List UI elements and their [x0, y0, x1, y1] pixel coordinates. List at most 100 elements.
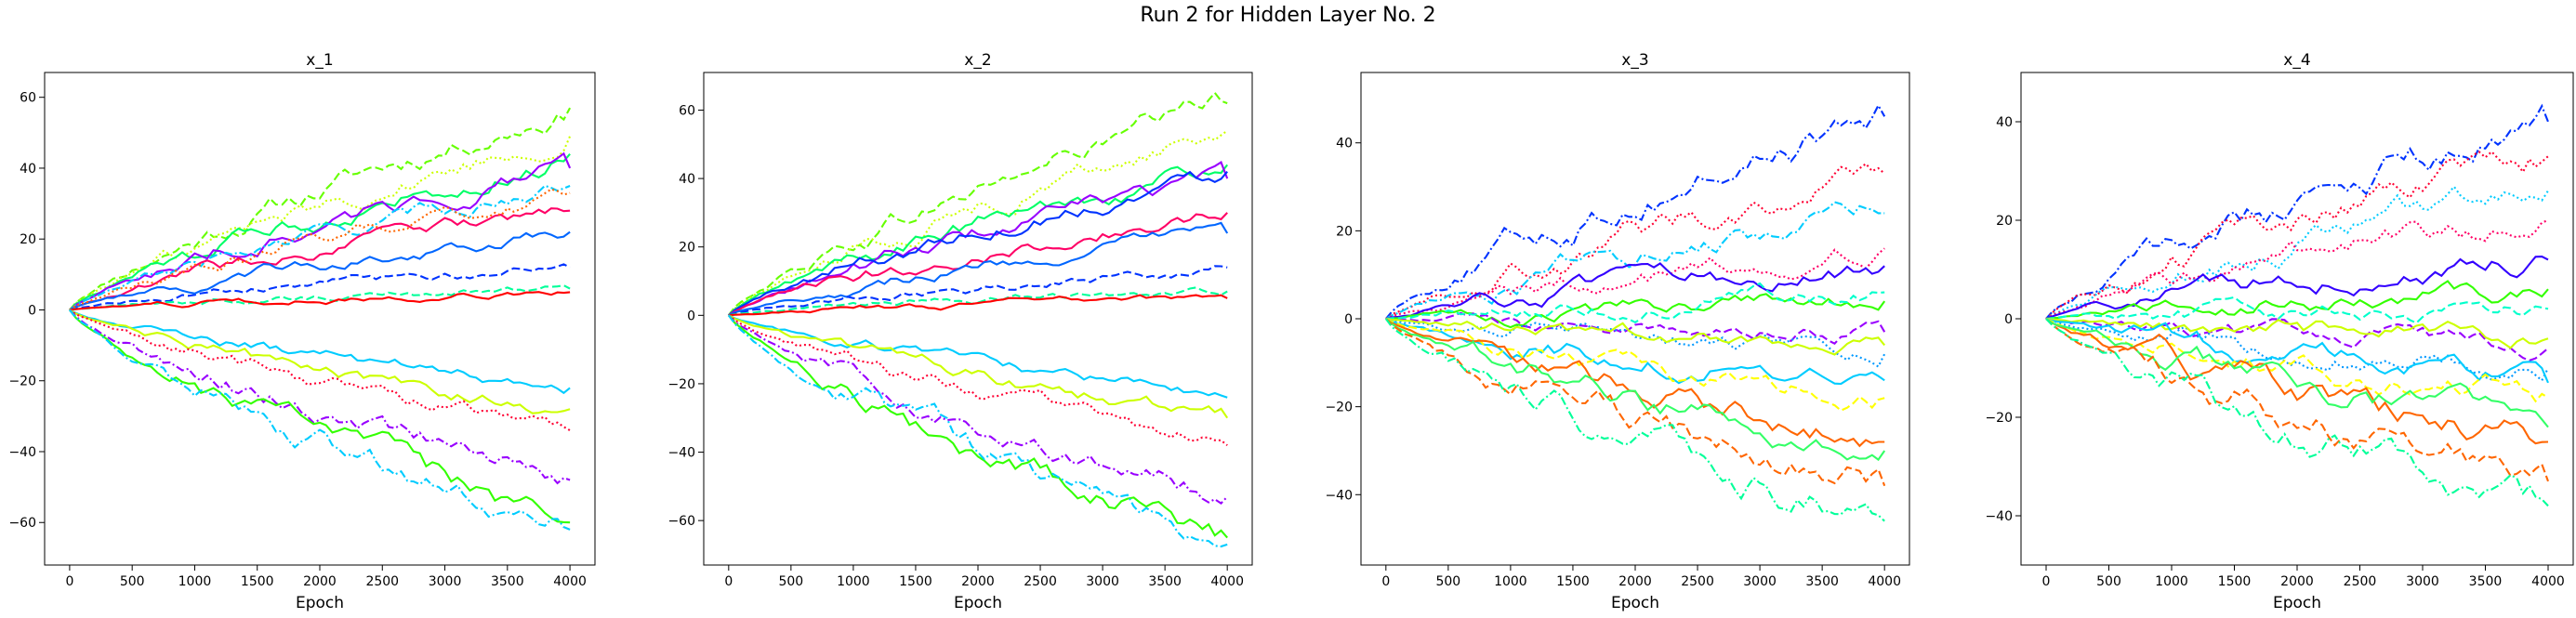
series-line-8 — [69, 230, 571, 311]
x-tick-label: 0 — [724, 574, 733, 589]
x-tick-label: 500 — [120, 574, 145, 589]
y-tick-label: 40 — [679, 172, 695, 187]
y-tick-label: 20 — [1996, 214, 2013, 229]
series-line-6 — [2045, 280, 2549, 321]
series-line-4 — [69, 151, 572, 311]
x-tick-label: 2000 — [1618, 574, 1652, 589]
x-tick-label: 1000 — [1494, 574, 1527, 589]
x-tick-label: 0 — [2042, 574, 2051, 589]
series-line-13 — [2045, 318, 2549, 445]
x-tick-label: 2500 — [2344, 574, 2377, 589]
x-tick-label: 3500 — [1148, 574, 1182, 589]
x-tick-label: 0 — [65, 574, 73, 589]
x-tick-label: 1500 — [241, 574, 274, 589]
subplot-x3: x_3 0 500 1000 1500 2000 2500 3000 3500 4000 −40 −2… — [1325, 51, 1910, 612]
x-tick-label: 4000 — [553, 574, 587, 589]
series-line-14 — [69, 309, 571, 432]
subplot-title: x_3 — [1621, 51, 1648, 70]
x-tick-label: 3500 — [491, 574, 524, 589]
series-line-5 — [69, 184, 571, 311]
subplot-x1: x_1 0 500 1000 1500 2000 2500 3000 3500 4000 −60 −4… — [8, 51, 596, 612]
x-tick-label: 2000 — [961, 574, 995, 589]
axes-frame — [1360, 72, 1910, 566]
series-line-6 — [69, 207, 571, 311]
series-line-2 — [69, 136, 572, 311]
axes-frame — [44, 72, 596, 566]
y-tick-label: −20 — [667, 377, 695, 392]
x-tick-label: 2500 — [1024, 574, 1057, 589]
series-line-12 — [1385, 318, 1885, 412]
series-line-11 — [1385, 318, 1885, 386]
series-line-16 — [727, 314, 1228, 548]
y-tick-label: 0 — [687, 309, 695, 323]
x-axis-label: Epoch — [954, 594, 1002, 612]
subplot-title: x_2 — [964, 51, 991, 70]
x-tick-label: 1500 — [899, 574, 932, 589]
x-tick-label: 2500 — [1681, 574, 1714, 589]
x-tick-label: 3500 — [2469, 574, 2503, 589]
series-line-3 — [2045, 185, 2549, 320]
subplot-x4: x_4 0 500 1000 1500 2000 2500 3000 3500 4000 −40 −2… — [1985, 51, 2574, 612]
y-tick-label: −40 — [667, 446, 695, 461]
subplot-x2: x_2 0 500 1000 1500 2000 2500 3000 3500 4000 −60 −4… — [667, 51, 1253, 612]
series-line-2 — [728, 129, 1228, 317]
series-line-3 — [728, 164, 1229, 317]
y-tick-label: −60 — [8, 516, 36, 531]
series-line-4 — [2045, 219, 2549, 320]
axes-frame — [2020, 72, 2574, 566]
y-tick-label: 40 — [20, 162, 36, 177]
series-line-4 — [1385, 247, 1885, 320]
series-line-14 — [728, 314, 1228, 505]
series-line-7 — [69, 263, 571, 311]
x-tick-label: 500 — [1435, 574, 1460, 589]
series-line-15 — [727, 314, 1228, 539]
series-group — [727, 91, 1229, 548]
y-tick-label: −60 — [667, 514, 695, 529]
x-tick-label: 4000 — [1868, 574, 1901, 589]
x-tick-label: 4000 — [2531, 574, 2565, 589]
series-line-2 — [1385, 162, 1885, 320]
y-tick-label: −20 — [8, 375, 36, 389]
series-line-15 — [1385, 318, 1886, 487]
y-tick-label: 40 — [1996, 115, 2013, 130]
x-tick-label: 3000 — [429, 574, 462, 589]
series-group — [2045, 103, 2549, 507]
series-line-14 — [1385, 318, 1886, 462]
series-line-12 — [69, 309, 571, 395]
series-line-6 — [728, 212, 1228, 317]
y-tick-label: 40 — [1336, 137, 1353, 151]
series-line-13 — [728, 314, 1228, 447]
x-tick-label: 1500 — [2218, 574, 2252, 589]
series-line-11 — [2045, 318, 2549, 384]
x-tick-label: 1000 — [178, 574, 212, 589]
x-tick-label: 500 — [2096, 574, 2121, 589]
series-line-16 — [1384, 318, 1885, 522]
series-line-8 — [2045, 296, 2549, 324]
x-tick-label: 3500 — [1805, 574, 1839, 589]
series-line-12 — [2045, 318, 2549, 403]
x-tick-label: 2000 — [2280, 574, 2314, 589]
subplot-title: x_4 — [2283, 51, 2310, 70]
x-axis-label: Epoch — [2273, 594, 2321, 612]
series-line-2 — [2045, 150, 2549, 320]
x-tick-label: 0 — [1381, 574, 1390, 589]
x-tick-label: 2500 — [365, 574, 399, 589]
y-tick-label: −40 — [1325, 488, 1353, 503]
series-line-15 — [69, 309, 571, 485]
figure-title: Run 2 for Hidden Layer No. 2 — [1140, 4, 1436, 27]
series-line-8 — [1385, 282, 1885, 323]
series-line-13 — [69, 309, 571, 414]
series-line-10 — [69, 284, 571, 311]
x-tick-label: 3000 — [1086, 574, 1119, 589]
y-tick-label: 0 — [1344, 312, 1353, 327]
series-group — [69, 107, 572, 531]
y-tick-label: 20 — [1336, 224, 1353, 239]
subplot-title: x_1 — [306, 51, 333, 70]
series-line-1 — [2045, 103, 2549, 320]
x-tick-label: 3000 — [2406, 574, 2439, 589]
y-tick-label: 60 — [20, 91, 36, 106]
x-axis-label: Epoch — [1611, 594, 1659, 612]
y-tick-label: 0 — [28, 303, 36, 318]
x-tick-label: 4000 — [1210, 574, 1244, 589]
series-line-9 — [1385, 317, 1886, 369]
